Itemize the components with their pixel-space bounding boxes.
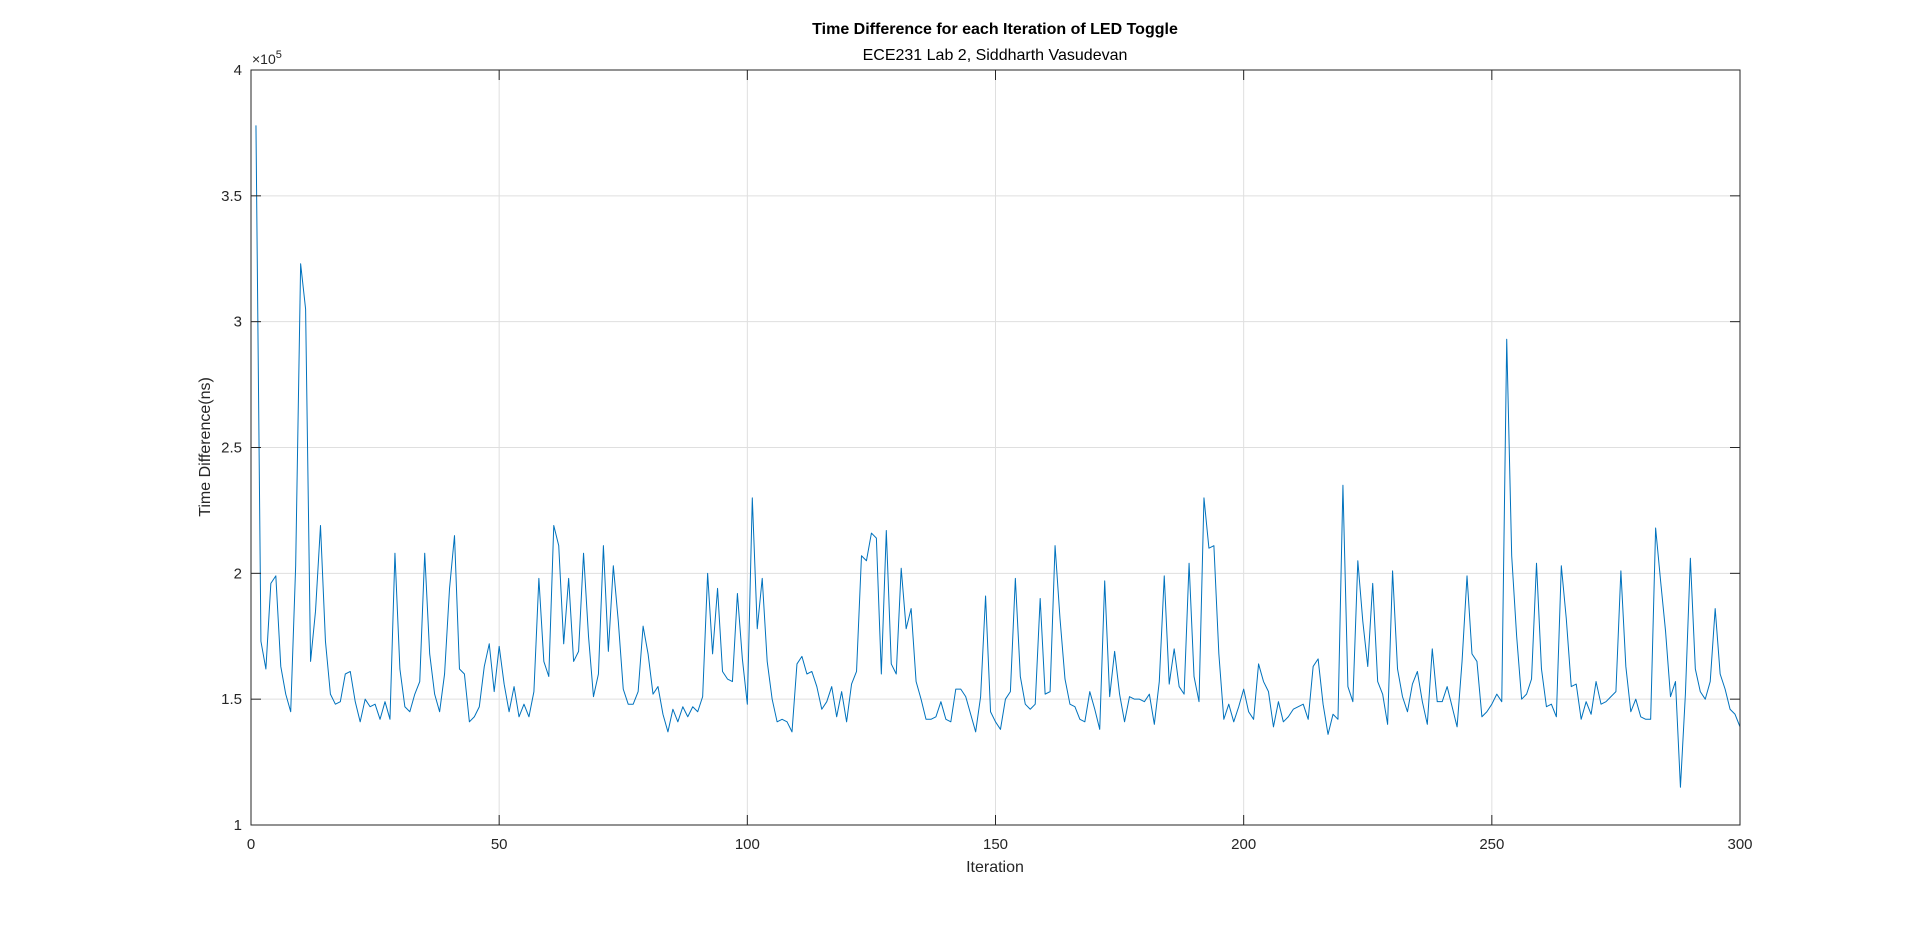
x-tick-label: 150 [983,836,1008,853]
y-axis-exponent-base: ×10 [252,51,276,67]
y-tick-label: 3 [234,314,242,331]
grid-lines [251,70,1740,825]
chart-subtitle: ECE231 Lab 2, Siddharth Vasudevan [863,47,1128,64]
y-tick-label: 3.5 [221,188,242,205]
tick-marks [250,69,1741,826]
y-axis-exponent-power: 5 [276,49,282,61]
y-tick-label: 1.5 [221,691,242,708]
chart-title: Time Difference for each Iteration of LE… [812,21,1178,38]
x-tick-label: 0 [247,836,255,853]
x-tick-label: 50 [491,836,508,853]
series-line-time-difference [255,125,1741,788]
y-tick-label: 2.5 [221,440,242,457]
x-tick-label: 250 [1479,836,1504,853]
x-tick-label: 200 [1231,836,1256,853]
y-tick-label: 2 [234,565,242,582]
x-axis-label: Iteration [966,859,1024,876]
y-tick-labels: 1 1.5 2 2.5 3 3.5 4 [221,62,242,834]
x-tick-label: 100 [735,836,760,853]
y-axis-exponent: ×105 [252,49,282,67]
y-tick-label: 1 [234,817,242,834]
y-axis-label: Time Difference(ns) [197,377,214,517]
x-tick-label: 300 [1727,836,1752,853]
y-tick-label: 4 [234,62,242,79]
x-tick-labels: 0 50 100 150 200 250 300 [247,836,1753,853]
